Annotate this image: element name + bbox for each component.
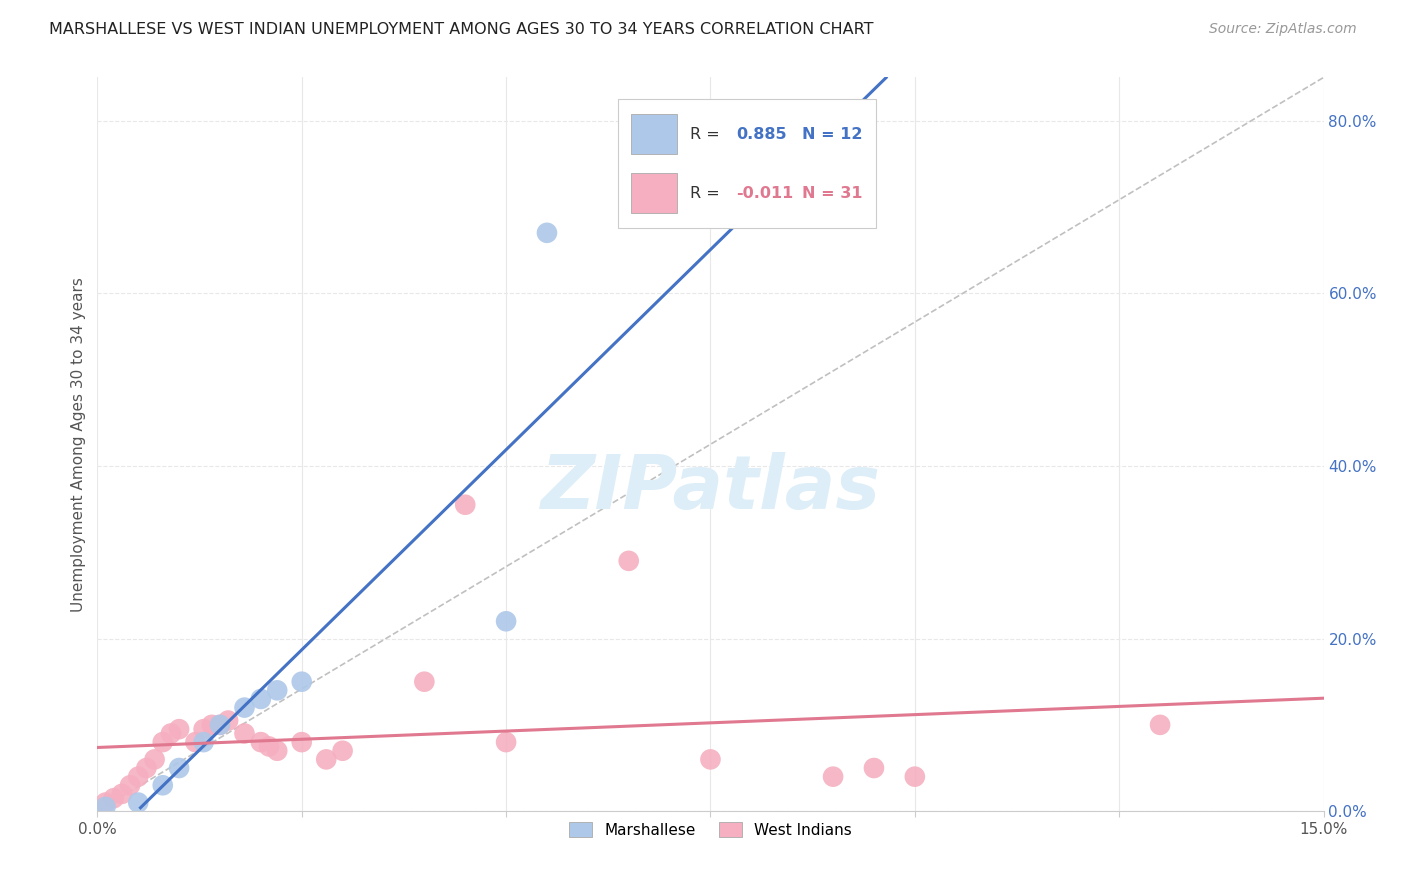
- Point: [184, 735, 207, 749]
- Point: [152, 735, 174, 749]
- Text: N = 31: N = 31: [803, 186, 863, 201]
- Point: [266, 744, 288, 758]
- Text: 0.885: 0.885: [737, 128, 787, 142]
- Text: R =: R =: [689, 128, 724, 142]
- Y-axis label: Unemployment Among Ages 30 to 34 years: Unemployment Among Ages 30 to 34 years: [72, 277, 86, 612]
- Point: [94, 796, 117, 810]
- Text: -0.011: -0.011: [737, 186, 793, 201]
- Point: [201, 718, 224, 732]
- Point: [257, 739, 280, 754]
- Point: [217, 714, 239, 728]
- Point: [1149, 718, 1171, 732]
- Point: [193, 722, 215, 736]
- Point: [127, 770, 149, 784]
- Point: [495, 735, 517, 749]
- Point: [617, 554, 640, 568]
- Text: MARSHALLESE VS WEST INDIAN UNEMPLOYMENT AMONG AGES 30 TO 34 YEARS CORRELATION CH: MARSHALLESE VS WEST INDIAN UNEMPLOYMENT …: [49, 22, 873, 37]
- Point: [233, 700, 256, 714]
- Text: R =: R =: [689, 186, 724, 201]
- FancyBboxPatch shape: [619, 99, 876, 227]
- Point: [315, 752, 337, 766]
- Point: [495, 614, 517, 628]
- Point: [291, 735, 314, 749]
- FancyBboxPatch shape: [631, 114, 678, 154]
- Point: [152, 778, 174, 792]
- Point: [536, 226, 558, 240]
- Point: [250, 692, 273, 706]
- Point: [135, 761, 157, 775]
- Point: [160, 726, 183, 740]
- Point: [413, 674, 436, 689]
- Text: N = 12: N = 12: [803, 128, 863, 142]
- Point: [111, 787, 134, 801]
- Point: [193, 735, 215, 749]
- Text: Source: ZipAtlas.com: Source: ZipAtlas.com: [1209, 22, 1357, 37]
- Point: [332, 744, 354, 758]
- Point: [699, 752, 721, 766]
- Point: [94, 800, 117, 814]
- Point: [208, 718, 231, 732]
- Point: [454, 498, 477, 512]
- Point: [250, 735, 273, 749]
- Point: [266, 683, 288, 698]
- Point: [823, 770, 845, 784]
- Point: [127, 796, 149, 810]
- Point: [167, 722, 190, 736]
- Point: [103, 791, 125, 805]
- Point: [233, 726, 256, 740]
- Point: [863, 761, 886, 775]
- Point: [291, 674, 314, 689]
- Point: [904, 770, 927, 784]
- Point: [208, 718, 231, 732]
- FancyBboxPatch shape: [631, 173, 678, 213]
- Point: [118, 778, 141, 792]
- Point: [143, 752, 166, 766]
- Text: ZIPatlas: ZIPatlas: [540, 452, 880, 524]
- Point: [167, 761, 190, 775]
- Legend: Marshallese, West Indians: Marshallese, West Indians: [564, 816, 858, 844]
